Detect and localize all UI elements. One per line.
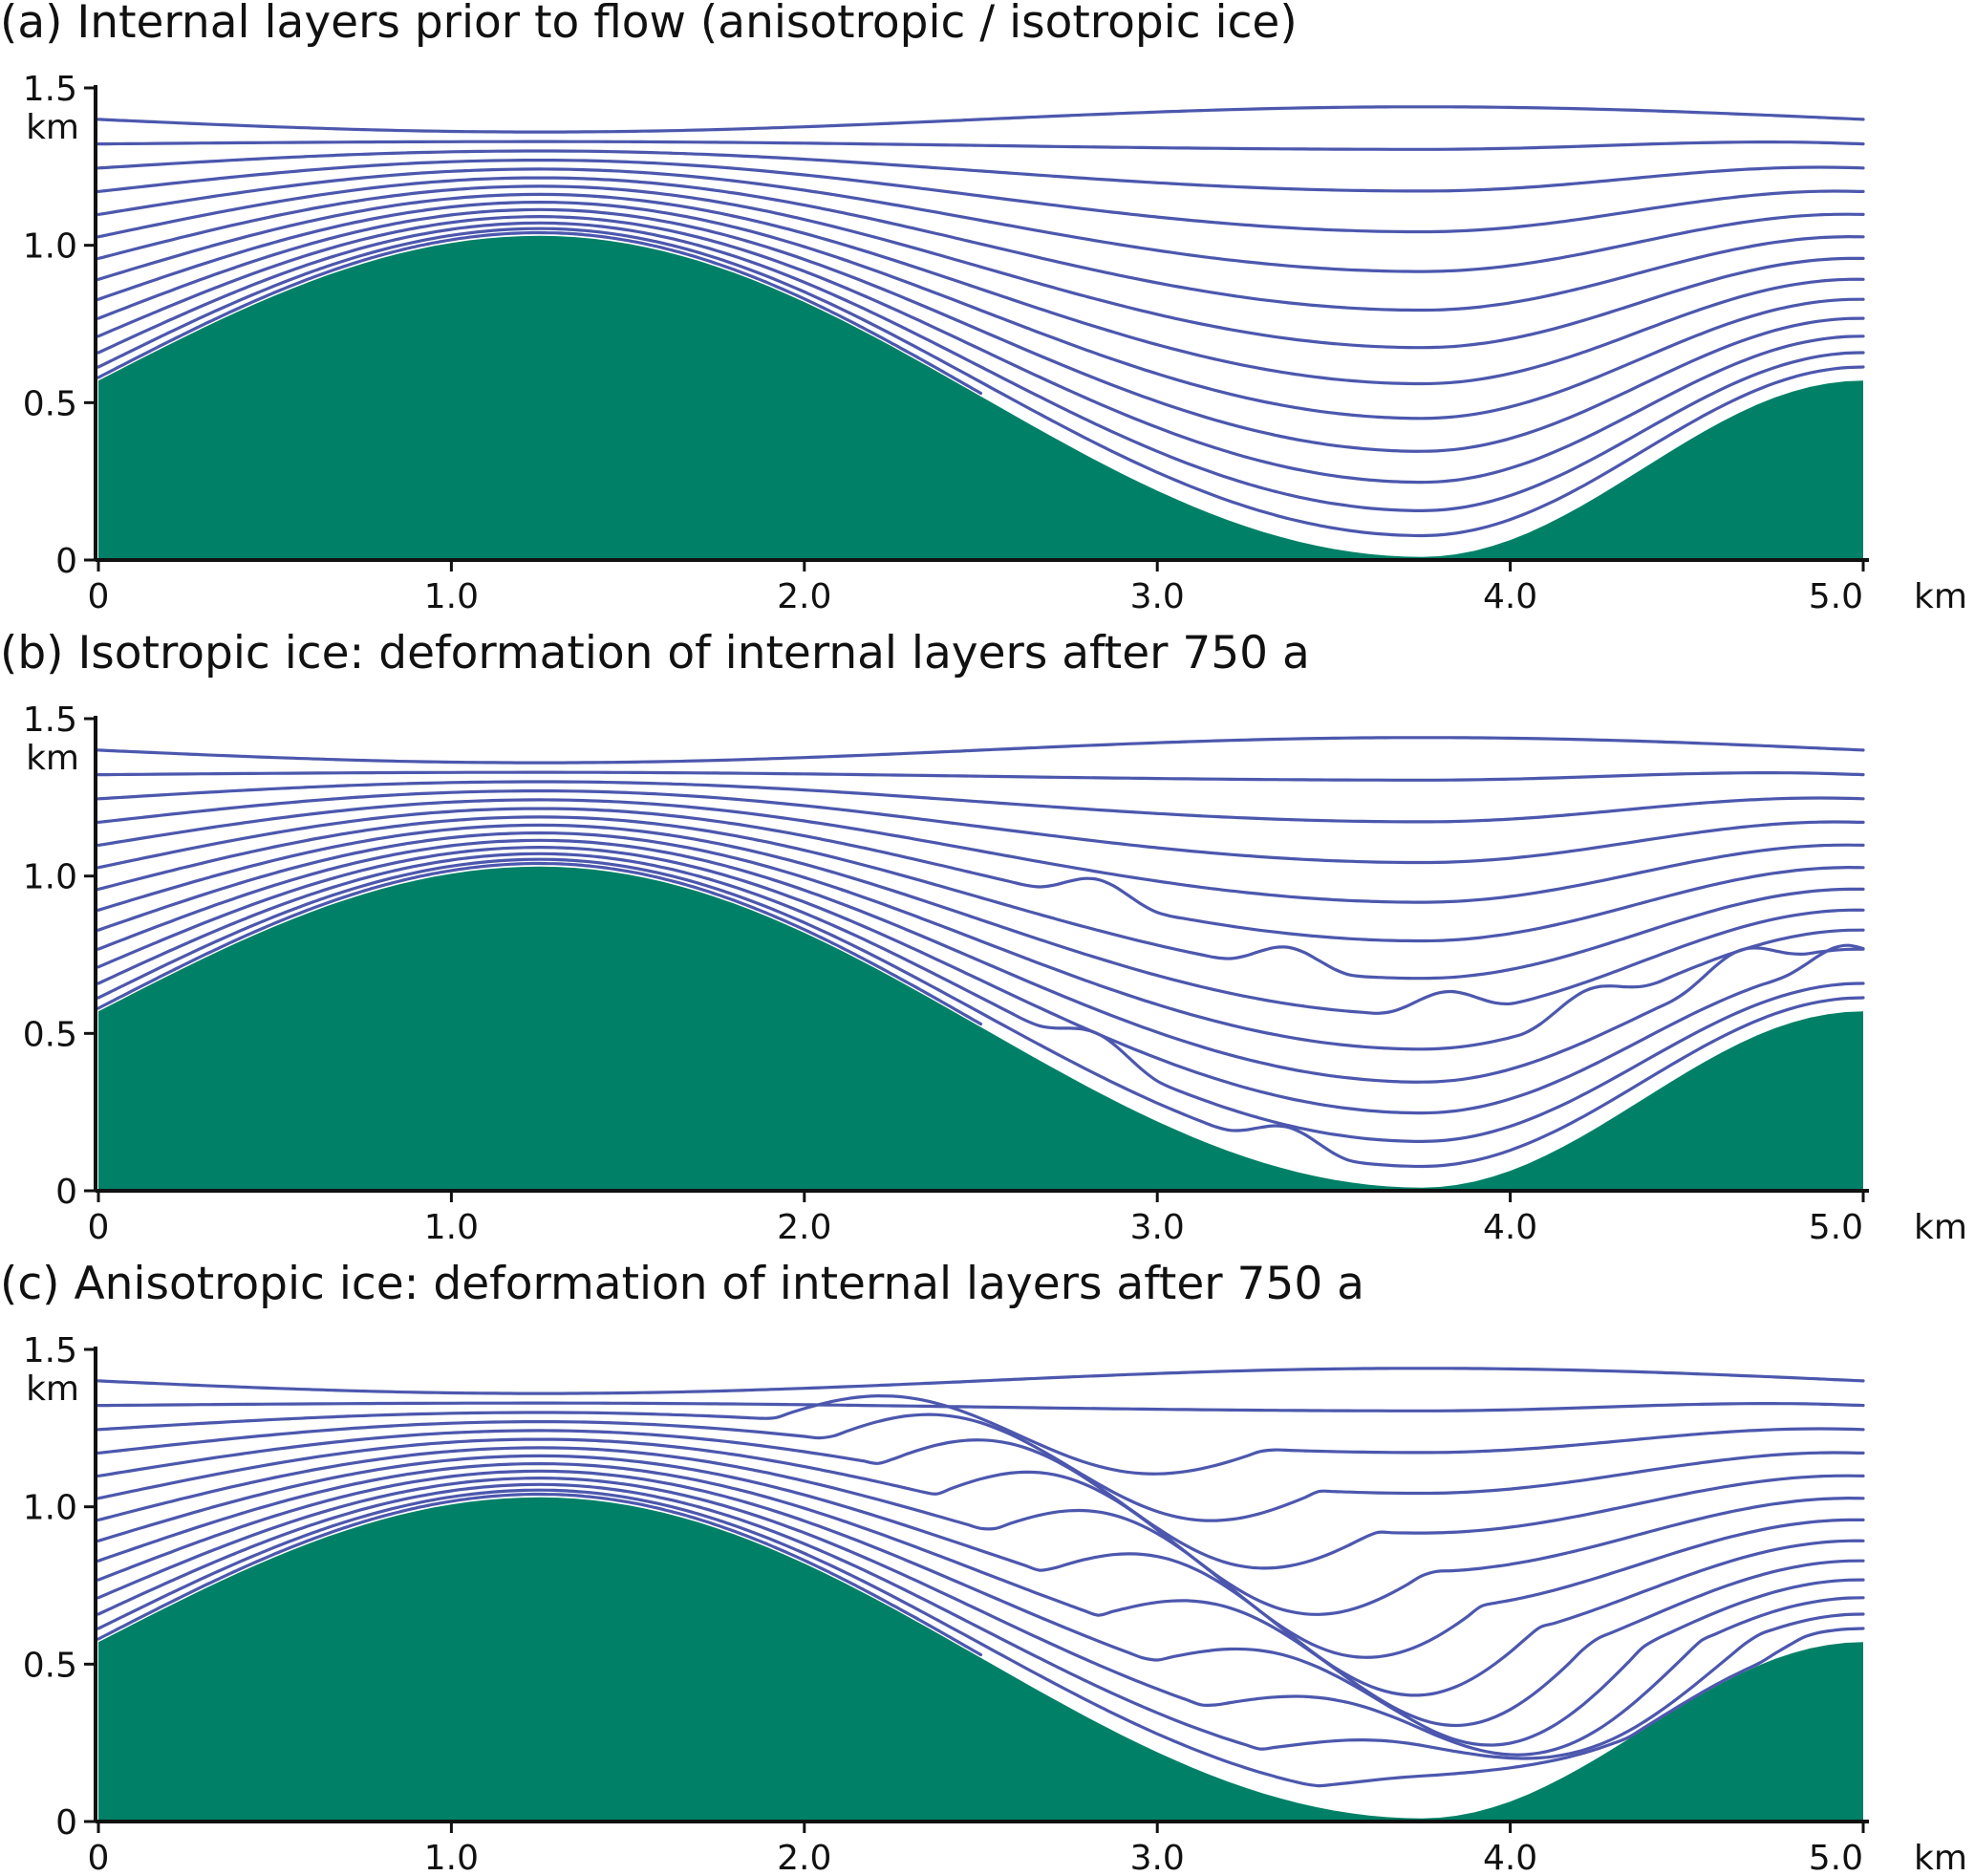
x-tick-label: 5.0 bbox=[1809, 577, 1863, 616]
y-unit-label: km bbox=[26, 108, 79, 147]
internal-layer-13 bbox=[97, 1488, 1865, 1788]
internal-layer-12 bbox=[97, 852, 1865, 1143]
internal-layer-13 bbox=[97, 226, 1865, 538]
x-tick-label: 5.0 bbox=[1809, 1208, 1863, 1247]
internal-layer-7 bbox=[97, 815, 1865, 981]
x-tick-label: 4.0 bbox=[1483, 577, 1537, 616]
y-tick-label: 0 bbox=[55, 1173, 77, 1212]
internal-layer-14 bbox=[97, 230, 983, 396]
internal-layer-10 bbox=[97, 1469, 1865, 1747]
y-tick-label: 1.5 bbox=[23, 701, 77, 740]
internal-layer-9 bbox=[97, 831, 1865, 1051]
x-tick-label: 3.0 bbox=[1130, 1839, 1185, 1876]
internal-layer-4 bbox=[97, 788, 1865, 865]
internal-layer-3 bbox=[97, 149, 1865, 193]
panel-c-title: (c) Anisotropic ice: deformation of inte… bbox=[0, 1258, 1364, 1310]
internal-layer-8 bbox=[97, 1454, 1865, 1697]
y-tick-label: 0.5 bbox=[23, 384, 77, 423]
x-tick-label: 1.0 bbox=[424, 1839, 479, 1876]
internal-layer-11 bbox=[97, 1477, 1865, 1757]
y-tick-label: 1.0 bbox=[23, 227, 77, 267]
internal-layer-4 bbox=[97, 1412, 1865, 1522]
x-tick-label: 0 bbox=[88, 577, 110, 616]
y-tick-label: 0.5 bbox=[23, 1646, 77, 1685]
internal-layer-5 bbox=[97, 167, 1865, 273]
internal-layer-1 bbox=[97, 105, 1865, 134]
internal-layer-1 bbox=[97, 1367, 1865, 1395]
x-tick-label: 4.0 bbox=[1483, 1208, 1537, 1247]
y-unit-label: km bbox=[26, 739, 79, 778]
internal-layer-6 bbox=[97, 807, 1865, 943]
internal-layer-11 bbox=[97, 846, 1865, 1115]
internal-layer-10 bbox=[97, 207, 1865, 453]
x-tick-label: 5.0 bbox=[1809, 1839, 1863, 1876]
x-unit-label: km bbox=[1914, 577, 1967, 616]
y-tick-label: 1.0 bbox=[23, 858, 77, 897]
x-tick-label: 3.0 bbox=[1130, 1208, 1185, 1247]
internal-layer-5 bbox=[97, 1429, 1865, 1570]
y-unit-label: km bbox=[26, 1369, 79, 1409]
internal-layer-8 bbox=[97, 823, 1865, 1015]
panel-a-title: (a) Internal layers prior to flow (aniso… bbox=[0, 0, 1298, 49]
panel-b-title: (b) Isotropic ice: deformation of intern… bbox=[0, 627, 1310, 679]
internal-layer-5 bbox=[97, 798, 1865, 904]
internal-layer-2 bbox=[97, 1401, 1865, 1412]
x-tick-label: 0 bbox=[88, 1839, 110, 1876]
x-unit-label: km bbox=[1914, 1208, 1967, 1247]
internal-layer-14 bbox=[97, 1492, 983, 1657]
internal-layer-1 bbox=[97, 736, 1865, 765]
internal-layer-6 bbox=[97, 176, 1865, 313]
internal-layer-2 bbox=[97, 140, 1865, 151]
x-tick-label: 1.0 bbox=[424, 1208, 479, 1247]
y-tick-label: 0.5 bbox=[23, 1015, 77, 1054]
bedrock-area bbox=[98, 866, 1863, 1191]
y-tick-label: 0 bbox=[55, 542, 77, 581]
y-tick-label: 0 bbox=[55, 1803, 77, 1843]
internal-layer-6 bbox=[97, 1437, 1865, 1616]
x-tick-label: 2.0 bbox=[777, 577, 831, 616]
x-unit-label: km bbox=[1914, 1839, 1967, 1876]
internal-layer-10 bbox=[97, 838, 1865, 1084]
internal-layer-3 bbox=[97, 780, 1865, 824]
x-tick-label: 2.0 bbox=[777, 1839, 831, 1876]
x-tick-label: 1.0 bbox=[424, 577, 479, 616]
internal-layer-11 bbox=[97, 215, 1865, 485]
y-tick-label: 1.5 bbox=[23, 1331, 77, 1370]
internal-layer-9 bbox=[97, 1462, 1865, 1728]
internal-layer-2 bbox=[97, 770, 1865, 782]
bedrock-area bbox=[98, 1497, 1863, 1822]
internal-layer-13 bbox=[97, 857, 1865, 1169]
internal-layer-14 bbox=[97, 861, 983, 1026]
x-tick-label: 3.0 bbox=[1130, 577, 1185, 616]
x-tick-label: 2.0 bbox=[777, 1208, 831, 1247]
internal-layer-8 bbox=[97, 192, 1865, 386]
internal-layer-3 bbox=[97, 1394, 1865, 1476]
x-tick-label: 4.0 bbox=[1483, 1839, 1537, 1876]
y-tick-label: 1.0 bbox=[23, 1489, 77, 1528]
internal-layer-12 bbox=[97, 221, 1865, 512]
bedrock-area bbox=[98, 235, 1863, 561]
internal-layer-7 bbox=[97, 1446, 1865, 1659]
internal-layer-12 bbox=[97, 1482, 1865, 1760]
internal-layer-7 bbox=[97, 184, 1865, 350]
internal-layer-9 bbox=[97, 201, 1865, 420]
y-tick-label: 1.5 bbox=[23, 70, 77, 109]
internal-layer-4 bbox=[97, 158, 1865, 234]
x-tick-label: 0 bbox=[88, 1208, 110, 1247]
